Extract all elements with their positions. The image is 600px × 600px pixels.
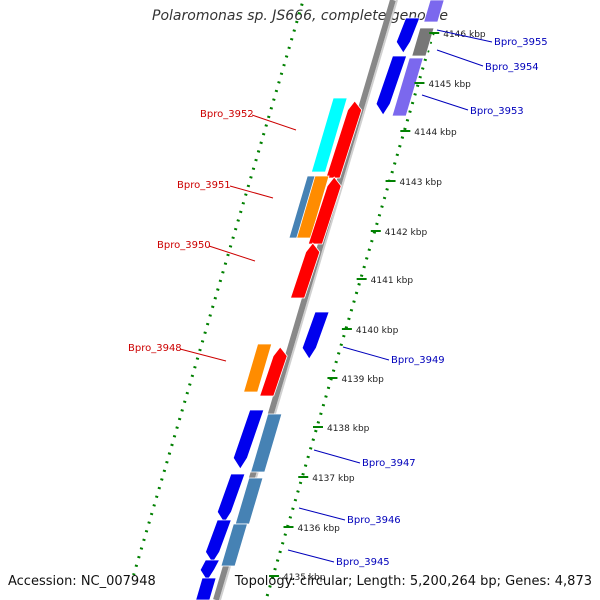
gene-feature-8[interactable] — [259, 346, 288, 397]
tick-label-3: 4143 kbp — [400, 178, 443, 188]
gene-feature-1[interactable] — [325, 100, 363, 179]
tick-label-5: 4141 kbp — [371, 276, 414, 286]
leader-right-4 — [313, 449, 361, 464]
dotted-guide-lines — [132, 0, 435, 600]
leader-right-3 — [342, 346, 390, 361]
gene-label-right-5[interactable]: Bpro_3946 — [347, 515, 401, 526]
leader-right-0 — [436, 29, 493, 43]
gene-labels: Bpro_3952 Bpro_3951 Bpro_3950 Bpro_3948 Bpro… — [128, 29, 548, 568]
tick-label-9: 4137 kbp — [312, 474, 355, 484]
gene-feature-20[interactable] — [411, 27, 435, 57]
tick-label-8: 4138 kbp — [327, 424, 370, 434]
leader-right-2 — [421, 94, 469, 111]
gene-feature-19[interactable] — [395, 17, 421, 54]
gene-label-right-2[interactable]: Bpro_3953 — [470, 106, 524, 117]
tick-label-10: 4136 kbp — [297, 524, 340, 534]
tick-label-11: 4135 kbp — [283, 573, 326, 583]
gene-feature-10[interactable] — [250, 413, 283, 473]
tick-label-7: 4139 kbp — [341, 375, 384, 385]
gene-label-right-1[interactable]: Bpro_3954 — [485, 62, 539, 73]
topology-summary: Topology: circular; Length: 5,200,264 bp… — [234, 574, 592, 589]
gene-feature-17[interactable] — [375, 55, 408, 116]
gene-label-left-0[interactable]: Bpro_3952 — [200, 109, 254, 120]
gene-label-left-1[interactable]: Bpro_3951 — [177, 180, 231, 191]
gene-label-right-0[interactable]: Bpro_3955 — [494, 37, 548, 48]
gene-feature-6[interactable] — [301, 311, 330, 360]
gene-label-left-3[interactable]: Bpro_3948 — [128, 343, 182, 354]
gene-feature-21[interactable] — [423, 0, 445, 23]
gene-feature-11[interactable] — [216, 473, 246, 524]
kbp-ticks: 4146 kbp 4145 kbp 4144 kbp 4143 kbp 4142 kbp… — [269, 30, 486, 583]
leader-left-2 — [208, 245, 256, 262]
tick-label-4: 4142 kbp — [385, 228, 428, 238]
gene-label-right-6[interactable]: Bpro_3945 — [336, 557, 390, 568]
gene-feature-7[interactable] — [243, 343, 273, 393]
gene-feature-15[interactable] — [199, 559, 221, 582]
tick-label-0: 4146 kbp — [443, 30, 486, 40]
gene-feature-16[interactable] — [195, 577, 217, 600]
gene-label-right-3[interactable]: Bpro_3949 — [391, 355, 445, 366]
gene-feature-14[interactable] — [220, 523, 248, 567]
tick-label-6: 4140 kbp — [356, 326, 399, 336]
leader-right-6 — [287, 549, 335, 563]
leader-left-1 — [229, 185, 274, 199]
gene-feature-12[interactable] — [234, 477, 264, 525]
dotted-guide-1 — [264, 32, 435, 600]
gene-feature-0[interactable] — [310, 97, 348, 173]
gene-feature-4[interactable] — [307, 176, 342, 245]
tick-label-1: 4145 kbp — [428, 80, 471, 90]
gene-feature-9[interactable] — [232, 409, 265, 470]
gene-label-left-2[interactable]: Bpro_3950 — [157, 240, 211, 251]
map-title: Polaromonas sp. JS666, complete genome — [152, 8, 448, 24]
tick-label-2: 4144 kbp — [414, 128, 457, 138]
accession-text: Accession: NC_007948 — [8, 574, 156, 589]
leader-left-3 — [179, 348, 227, 362]
dotted-guide-0 — [132, 0, 305, 576]
gene-feature-5[interactable] — [289, 242, 321, 299]
leader-left-0 — [251, 114, 297, 131]
gene-features — [195, 0, 445, 600]
leader-right-1 — [436, 49, 484, 67]
gene-feature-18[interactable] — [391, 57, 424, 117]
gene-feature-13[interactable] — [205, 519, 232, 564]
gene-label-right-4[interactable]: Bpro_3947 — [362, 458, 416, 469]
leader-right-5 — [298, 507, 346, 521]
